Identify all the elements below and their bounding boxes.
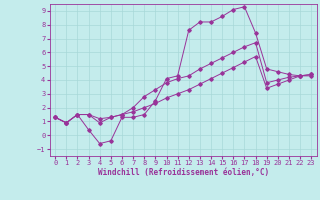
X-axis label: Windchill (Refroidissement éolien,°C): Windchill (Refroidissement éolien,°C) xyxy=(98,168,269,177)
